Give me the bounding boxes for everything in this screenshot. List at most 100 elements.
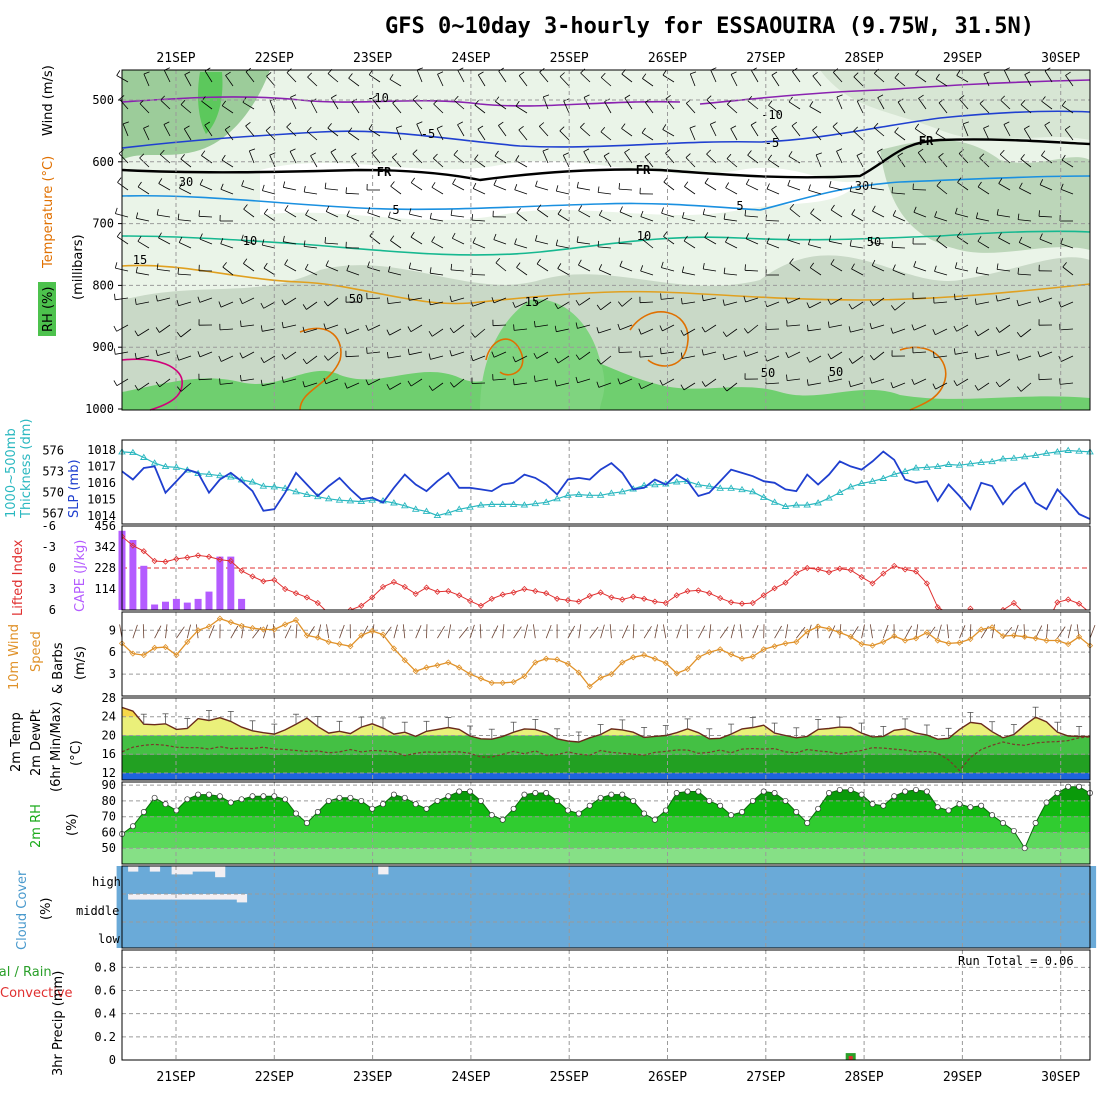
cloud-cell — [671, 866, 683, 894]
cloud-cell — [236, 902, 248, 922]
wind-barb — [788, 351, 801, 359]
wind-barb — [518, 75, 528, 87]
lifted-index-point — [771, 585, 778, 592]
wind-barb-flag — [575, 376, 578, 383]
wind-speed-point — [260, 626, 267, 633]
cloud-cell — [693, 866, 705, 894]
cloud-cell — [366, 922, 379, 948]
wind-barb — [137, 328, 150, 337]
wind-barb — [224, 129, 234, 141]
wind-barb-flag — [830, 259, 835, 265]
li-tick-label: 6 — [49, 603, 56, 617]
wind-barb — [495, 101, 507, 110]
date-label-bottom: 22SEP — [255, 1070, 294, 1085]
cloud-cell — [997, 922, 1010, 948]
contour-label: 50 — [829, 365, 843, 379]
wind-barb — [600, 131, 612, 141]
wind-barb — [640, 270, 654, 276]
slp-label: SLP (mb) — [67, 459, 82, 518]
cloud-cell — [943, 866, 955, 894]
wind10m-barb — [882, 624, 889, 639]
wind-barb — [477, 74, 486, 87]
wind-barb — [726, 328, 738, 337]
wind-barb — [600, 355, 612, 365]
wind-speed-point — [510, 679, 517, 686]
wind-barb-flag — [617, 301, 623, 307]
thickness-point — [216, 471, 224, 479]
wind-barb-flag — [346, 264, 350, 271]
wind-barb — [248, 150, 255, 164]
slp-bg — [122, 440, 1090, 524]
lifted-index-point — [129, 542, 136, 549]
wind-barb-flag — [198, 210, 200, 217]
wind-barb-flag — [722, 353, 725, 360]
cloud-cell — [649, 866, 661, 894]
cloud-cell — [812, 866, 825, 894]
wind-barb — [498, 125, 507, 137]
li-tick-label: -6 — [42, 519, 56, 533]
lifted-index-point — [173, 555, 180, 562]
cloud-cell — [932, 922, 944, 948]
wind-barb — [305, 214, 318, 222]
wind-barb — [1061, 105, 1074, 114]
wind-barb — [935, 132, 948, 141]
wind-barb-flag — [603, 152, 610, 157]
wind-barb-flag — [869, 354, 875, 361]
wind-barb — [1041, 100, 1053, 110]
wind-barb — [1038, 215, 1053, 218]
wind-barb-flag — [428, 353, 431, 360]
wind-barb — [346, 328, 360, 335]
cloud-cell — [127, 871, 139, 894]
wind10m-plot: 963 — [109, 611, 1096, 697]
cloud-cell — [377, 922, 390, 948]
rh-point — [847, 786, 854, 793]
wind-barb — [597, 246, 612, 249]
wind-barb-flag — [890, 305, 896, 311]
wind10m-barb — [402, 624, 406, 639]
rh-point — [423, 805, 430, 812]
wind-barb-flag — [542, 148, 549, 152]
wind-barb — [346, 215, 360, 222]
wind-barb-flag — [954, 262, 958, 269]
cloud-cell — [540, 922, 553, 948]
wind-barb-flag — [600, 127, 606, 133]
cloud-cell — [301, 922, 313, 948]
wind10m-barb — [946, 624, 949, 639]
wind-barb-flag — [996, 263, 999, 270]
wind-speed-point — [1086, 642, 1094, 649]
wind10m-barb — [458, 627, 469, 639]
cloud-cell — [388, 894, 400, 922]
thickness-point — [292, 487, 300, 495]
rh-point — [967, 804, 974, 811]
cloud-cell — [1073, 866, 1086, 894]
wind-barb — [158, 237, 171, 245]
wind-speed-point — [543, 655, 550, 662]
lifted-index-point — [586, 592, 593, 600]
wind-barb — [389, 328, 402, 336]
wind-barb — [494, 155, 507, 164]
wind-barb-flag — [683, 235, 688, 242]
thickness-point — [1020, 452, 1029, 460]
wind-barb-flag — [600, 72, 606, 78]
isotherm-20-a — [299, 327, 342, 411]
rh-point — [532, 790, 539, 796]
cloud-cell — [312, 866, 324, 894]
wind-barb-flag — [727, 99, 732, 105]
wind-barb-flag — [725, 182, 730, 188]
wind-barb-flag — [701, 349, 704, 356]
wind-barb — [917, 152, 927, 164]
wind-barb — [874, 73, 885, 83]
lifted-index-point — [195, 552, 202, 559]
wind-barb — [962, 123, 969, 137]
pressure-tick-label: 600 — [92, 155, 114, 169]
wind-barb — [514, 328, 528, 331]
rh-point — [728, 812, 735, 819]
wind-barb — [498, 70, 507, 83]
precip-convective-label: Convective — [0, 986, 73, 1001]
wind-barb-flag — [809, 101, 814, 107]
wind-barb — [767, 159, 780, 168]
wind-barb — [765, 220, 780, 222]
cloud-cell — [834, 866, 846, 894]
wind-barb — [999, 324, 1011, 333]
